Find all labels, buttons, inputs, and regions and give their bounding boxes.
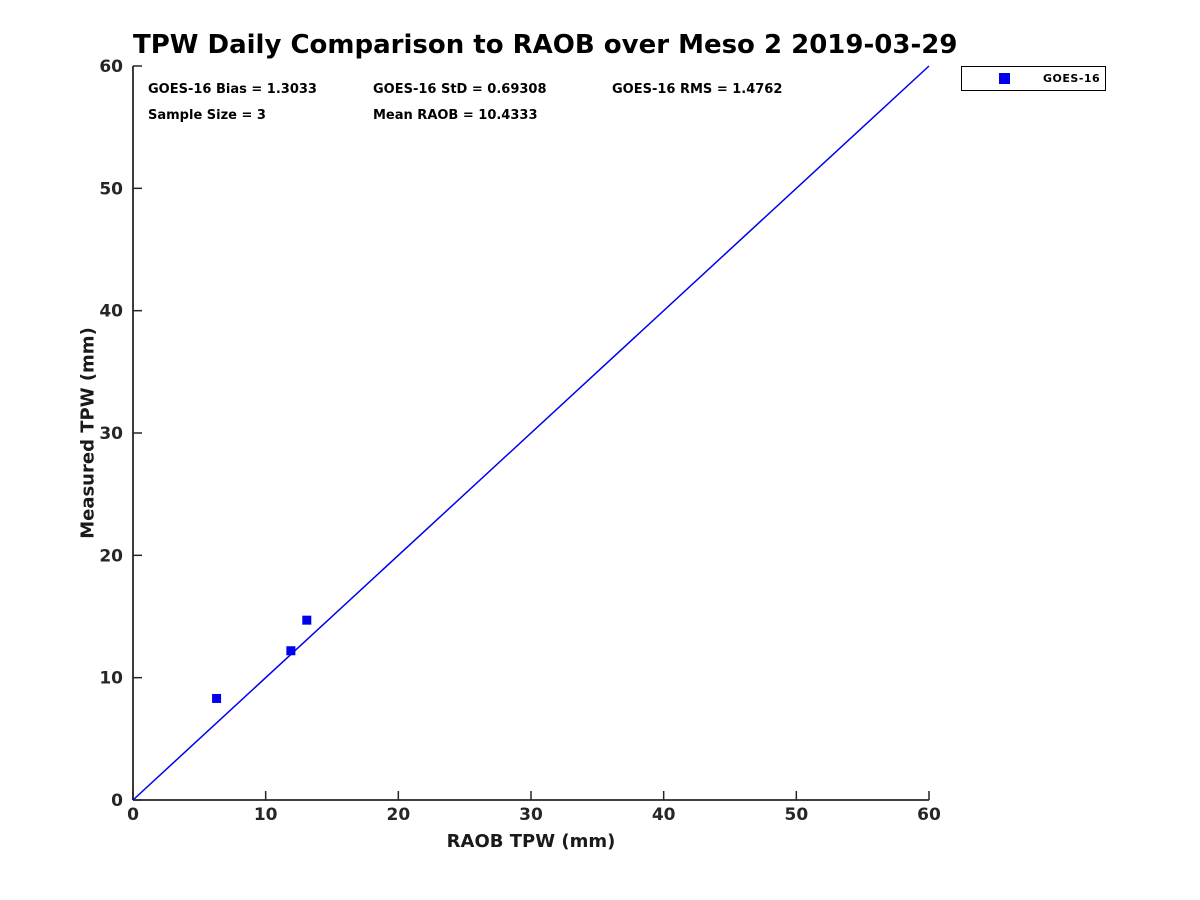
data-point-square: [302, 615, 312, 625]
x-axis-label: RAOB TPW (mm): [446, 831, 616, 852]
chart-title: TPW Daily Comparison to RAOB over Meso 2…: [133, 30, 958, 60]
x-tick-label: 60: [917, 805, 941, 825]
y-tick-label: 50: [99, 179, 123, 199]
legend-label: GOES-16: [1043, 72, 1101, 85]
y-tick-label: 40: [99, 302, 123, 322]
stat-rms: GOES-16 RMS = 1.4762: [612, 82, 783, 97]
data-point-square: [212, 693, 222, 703]
one-to-one-line: [132, 65, 930, 801]
y-axis-label: Measured TPW (mm): [77, 327, 99, 539]
y-tick-label: 60: [99, 57, 123, 77]
stat-bias: GOES-16 Bias = 1.3033: [148, 82, 317, 97]
y-tick-label: 30: [99, 424, 123, 444]
stat-std: GOES-16 StD = 0.69308: [373, 82, 547, 97]
y-tick-label: 20: [99, 546, 123, 566]
x-tick-label: 40: [652, 805, 676, 825]
y-tick-label: 0: [111, 791, 123, 811]
x-tick-label: 30: [519, 805, 543, 825]
data-point-square: [286, 646, 296, 656]
x-tick-label: 20: [386, 805, 410, 825]
legend-square-icon: [999, 73, 1010, 84]
x-tick-label: 50: [784, 805, 808, 825]
x-tick-label: 0: [127, 805, 139, 825]
stat-sample-size: Sample Size = 3: [148, 108, 266, 123]
stat-mean-raob: Mean RAOB = 10.4333: [373, 108, 538, 123]
legend: GOES-16: [961, 66, 1106, 91]
y-tick-label: 10: [99, 669, 123, 689]
x-tick-label: 10: [254, 805, 278, 825]
